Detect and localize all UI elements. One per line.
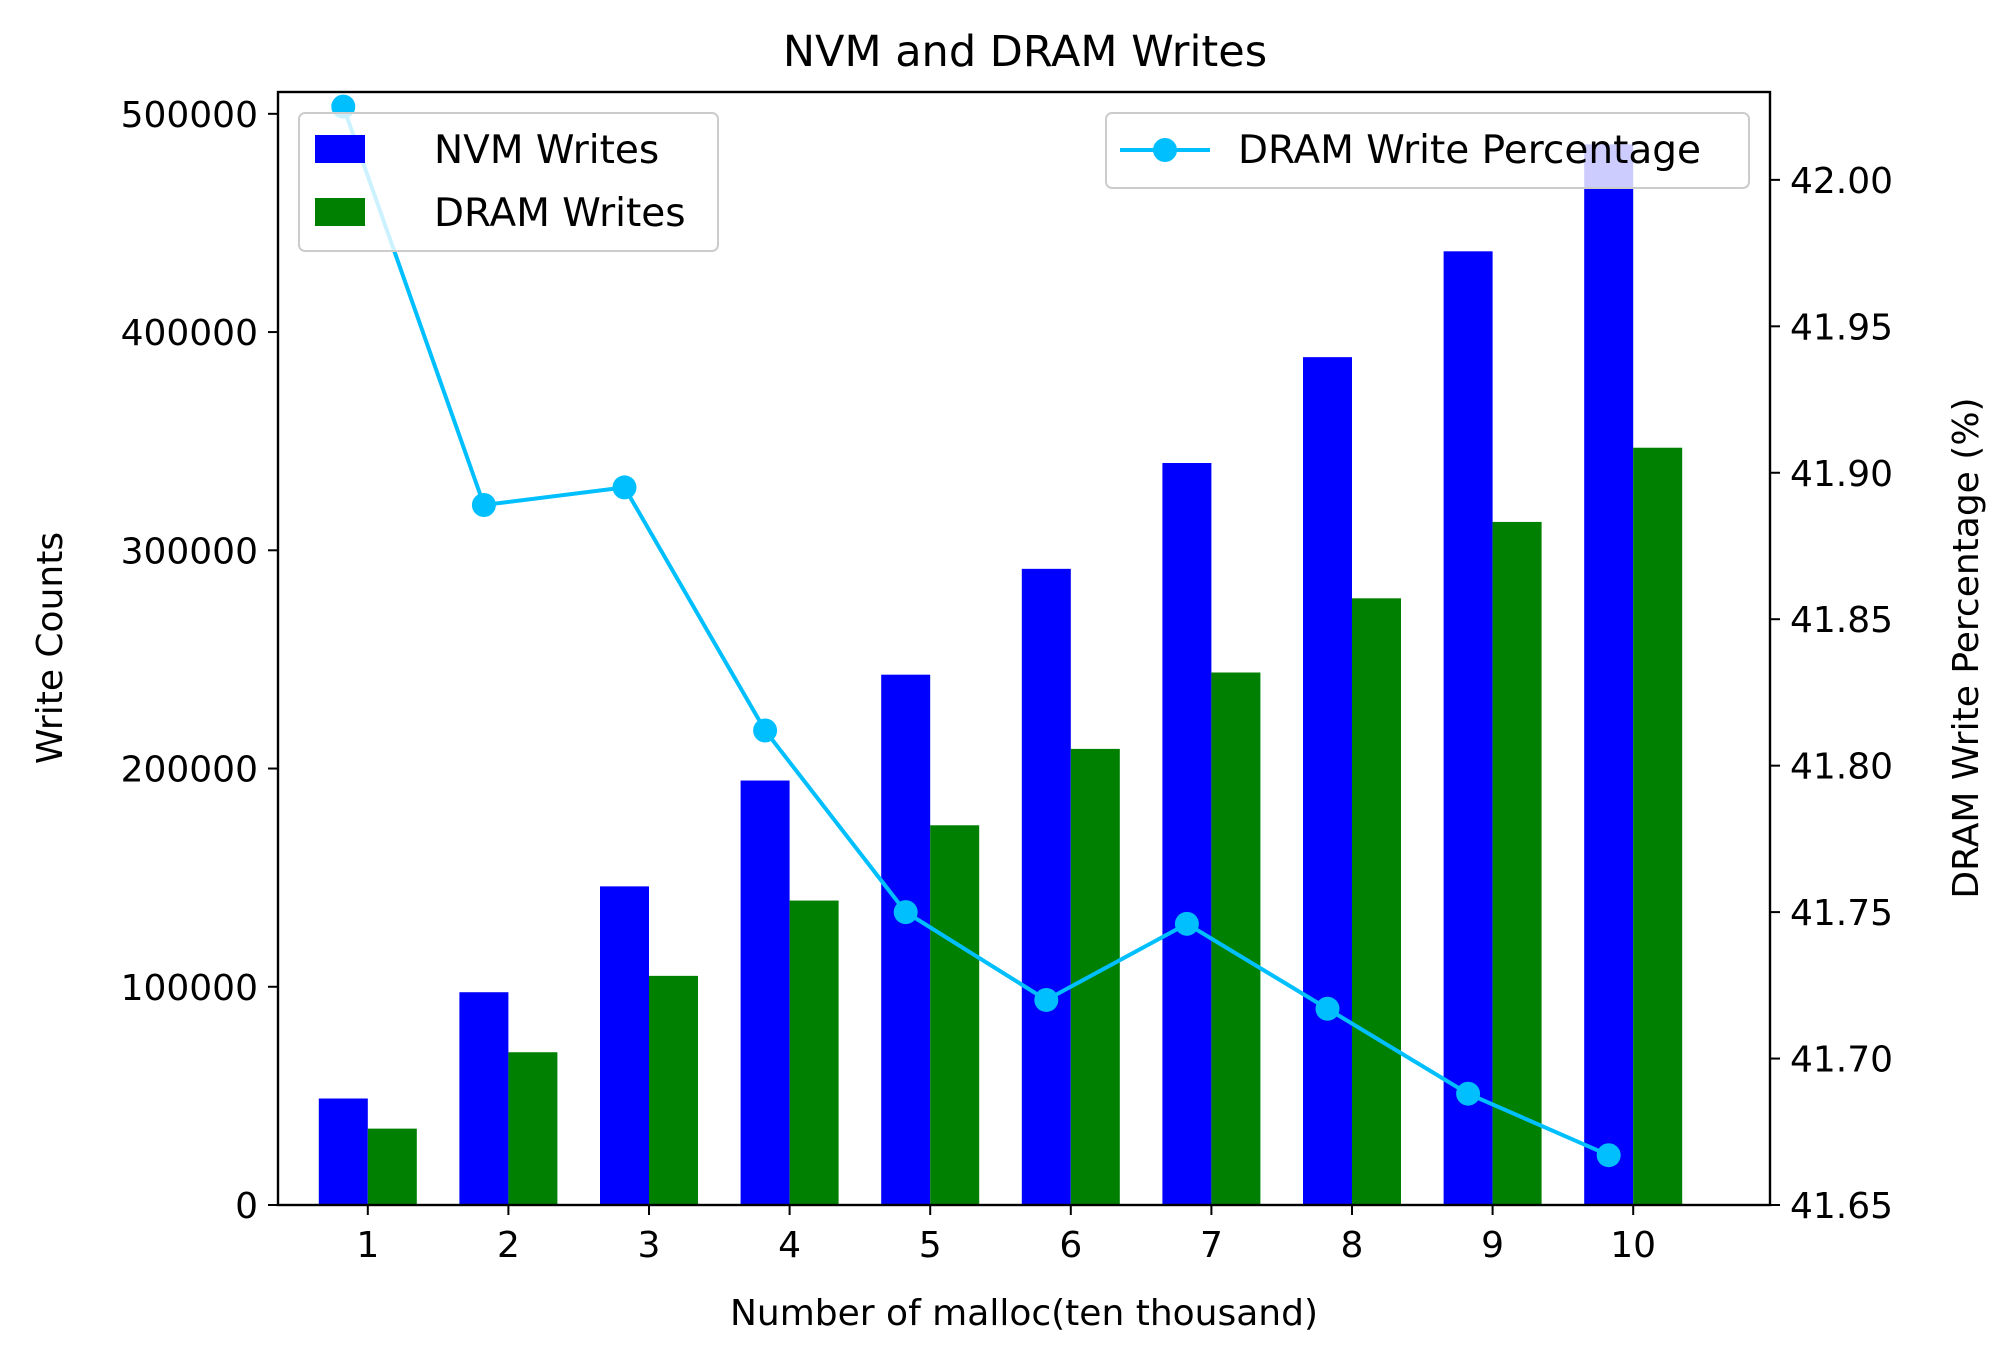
bar-dram-writes-4: [789, 900, 839, 1205]
legend-left-frame: [298, 112, 719, 252]
bar-nvm-writes-8: [1303, 357, 1352, 1205]
bar-nvm-writes-3: [600, 886, 649, 1205]
y2-axis-ticks: 41.65 41.70 41.75 41.80 41.85 41.90 41.95 42.00: [1770, 161, 1893, 1227]
x-tick-label: 4: [778, 1225, 801, 1266]
y2-tick-label: 41.95: [1790, 307, 1893, 348]
y2-tick-label: 41.75: [1790, 893, 1893, 934]
y-axis-label: Write Counts: [30, 532, 71, 764]
legend-right-frame: [1105, 112, 1750, 189]
x-axis-ticks: 1 2 3 4 5 6 7 8 9 10: [356, 1205, 1656, 1266]
line-dram-write-percentage: [341, 105, 1610, 1158]
x-tick-label: 8: [1341, 1225, 1364, 1266]
legend-label-nvm: NVM Writes: [434, 128, 659, 173]
y-tick-label: 400000: [121, 313, 258, 354]
bar-dram-writes-2: [508, 1052, 558, 1205]
bar-nvm-writes-9: [1443, 251, 1493, 1205]
x-tick-label: 7: [1200, 1225, 1223, 1266]
x-tick-label: 10: [1610, 1225, 1656, 1266]
bar-dram-writes-8: [1352, 598, 1401, 1205]
point-dram-percentage-3: [612, 475, 637, 500]
point-dram-percentage-10: [1596, 1143, 1621, 1168]
y-tick-label: 300000: [121, 531, 258, 572]
y-tick-label: 500000: [121, 95, 258, 136]
bar-nvm-writes-7: [1162, 463, 1212, 1205]
point-dram-percentage-7: [1174, 911, 1199, 936]
x-tick-label: 3: [638, 1225, 661, 1266]
x-tick-label: 6: [1059, 1225, 1082, 1266]
bar-nvm-writes-1: [318, 1098, 368, 1205]
point-dram-percentage-2: [471, 492, 496, 517]
x-tick-label: 5: [919, 1225, 942, 1266]
y-tick-label: 200000: [121, 750, 258, 791]
bar-dram-writes-9: [1492, 521, 1542, 1205]
bar-dram-writes-6: [1070, 748, 1120, 1205]
x-tick-label: 2: [497, 1225, 520, 1266]
y-axis-ticks: 0 100000 200000 300000 400000 500000: [121, 95, 278, 1227]
legend-swatch-nvm: [315, 135, 365, 163]
y2-tick-label: 41.65: [1790, 1186, 1893, 1227]
point-dram-percentage-5: [893, 900, 918, 925]
bar-dram-writes-7: [1211, 672, 1261, 1205]
point-dram-percentage-6: [1034, 987, 1059, 1012]
bar-dram-writes-3: [649, 975, 698, 1205]
y2-tick-label: 41.90: [1790, 454, 1893, 495]
bar-nvm-writes-5: [881, 674, 931, 1205]
bar-dram-writes-10: [1633, 447, 1683, 1206]
legend-swatch-dram: [315, 198, 365, 226]
bar-dram-writes-5: [930, 825, 980, 1205]
legend-swatch-percentage-marker: [1153, 138, 1177, 162]
y2-tick-label: 41.85: [1790, 600, 1893, 641]
x-axis-label: Number of malloc(ten thousand): [730, 1293, 1318, 1334]
y2-tick-label: 41.80: [1790, 747, 1893, 788]
plot-frame: [276, 90, 1772, 1207]
chart-title: NVM and DRAM Writes: [783, 27, 1267, 77]
x-tick-label: 9: [1481, 1225, 1504, 1266]
legend-right: DRAM Write Percentage: [1105, 112, 1750, 189]
bars-layer: [318, 144, 1683, 1206]
bar-nvm-writes-2: [459, 992, 509, 1205]
y-tick-label: 0: [235, 1186, 258, 1227]
point-dram-percentage-9: [1456, 1081, 1481, 1106]
bar-nvm-writes-6: [1021, 568, 1071, 1205]
y-tick-label: 100000: [121, 968, 258, 1009]
bar-dram-writes-1: [367, 1128, 417, 1205]
legend-left: NVM Writes DRAM Writes: [298, 112, 719, 252]
legend-label-dram: DRAM Writes: [434, 191, 686, 236]
y2-axis-label: DRAM Write Percentage (%): [1946, 397, 1987, 898]
line-layer: [331, 94, 1621, 1168]
legend-label-percentage: DRAM Write Percentage: [1238, 128, 1701, 173]
y2-tick-label: 42.00: [1790, 161, 1893, 202]
y2-tick-label: 41.70: [1790, 1040, 1893, 1081]
point-dram-percentage-4: [753, 718, 778, 743]
bar-nvm-writes-4: [740, 780, 790, 1205]
x-tick-label: 1: [356, 1225, 379, 1266]
point-dram-percentage-8: [1315, 996, 1340, 1021]
bar-nvm-writes-10: [1584, 144, 1634, 1205]
